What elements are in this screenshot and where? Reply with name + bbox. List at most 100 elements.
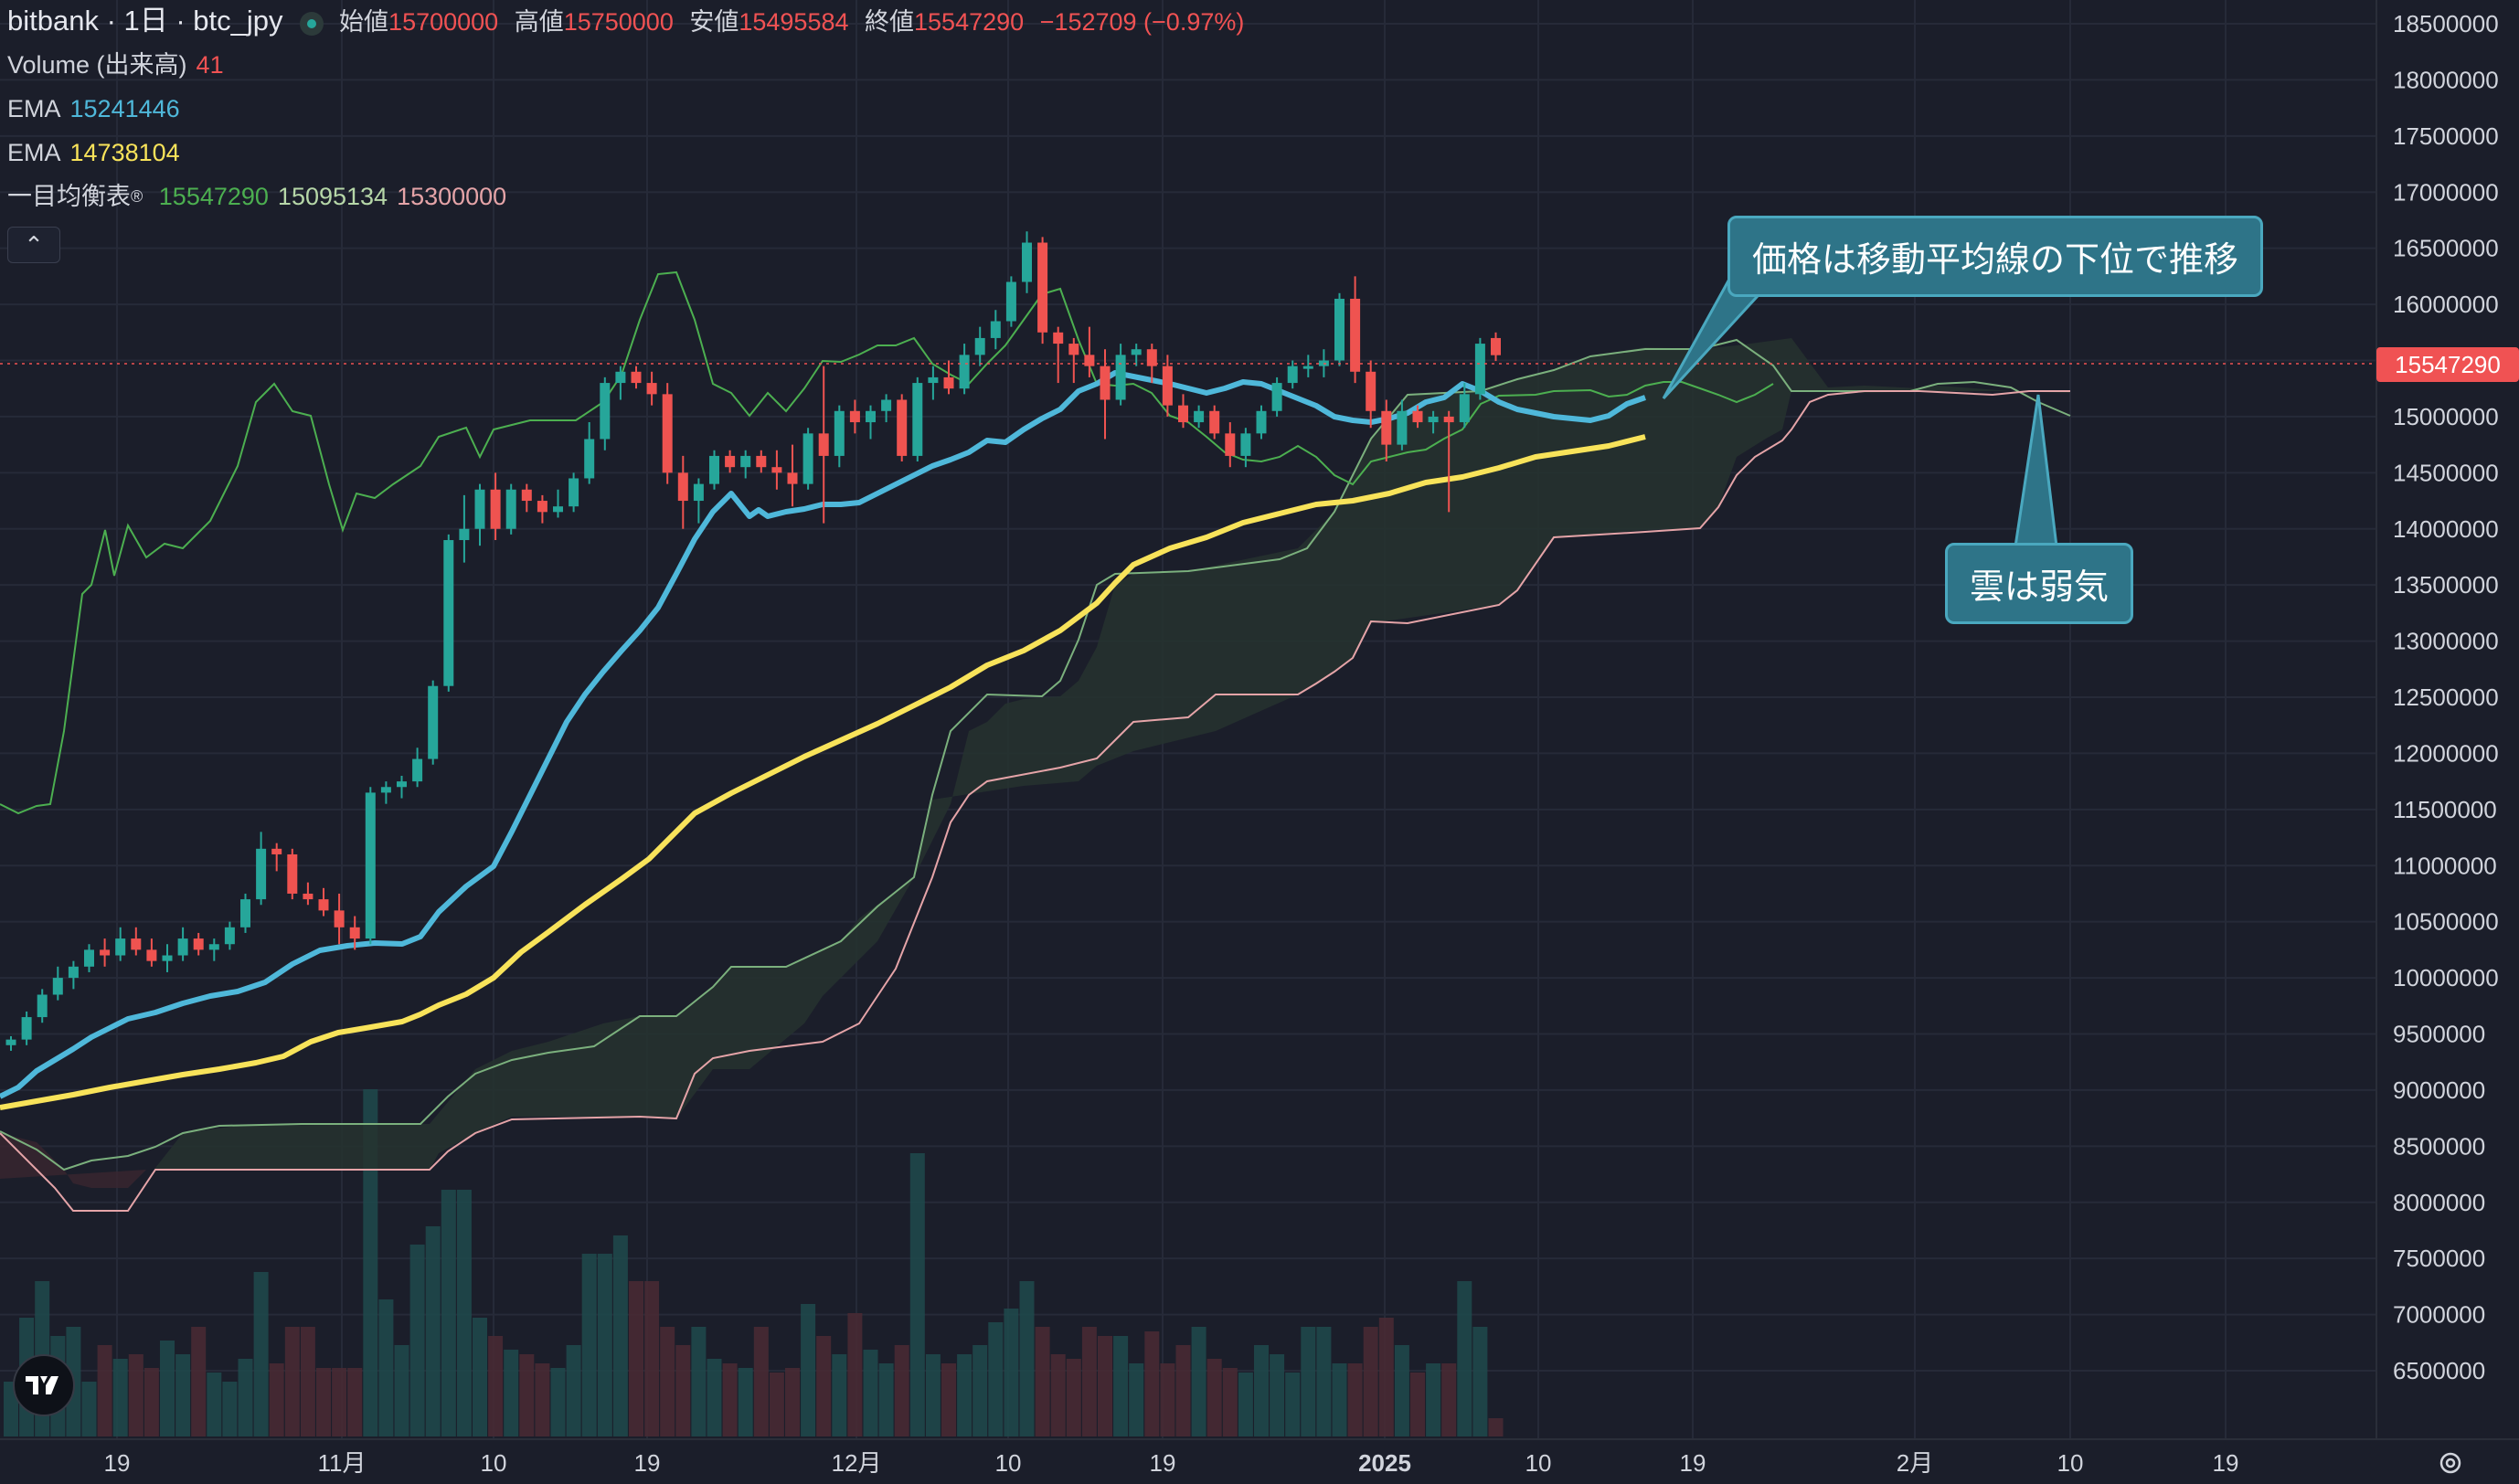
candle[interactable]: [1131, 349, 1142, 355]
symbol-name[interactable]: bitbank · 1日 · btc_jpy: [7, 5, 283, 37]
candle[interactable]: [1350, 298, 1361, 372]
candle[interactable]: [1100, 366, 1111, 400]
candle[interactable]: [1115, 355, 1126, 400]
candle[interactable]: [100, 949, 111, 956]
tradingview-logo-icon[interactable]: [13, 1354, 75, 1416]
candle[interactable]: [1256, 410, 1267, 434]
candle[interactable]: [84, 949, 94, 967]
candle[interactable]: [1225, 433, 1236, 456]
candle[interactable]: [505, 489, 516, 529]
candle[interactable]: [881, 399, 892, 411]
candle[interactable]: [37, 994, 48, 1018]
candle[interactable]: [115, 938, 126, 956]
candle[interactable]: [21, 1017, 32, 1040]
candle[interactable]: [459, 528, 470, 541]
candle[interactable]: [428, 685, 439, 759]
collapse-legend-button[interactable]: ⌃: [7, 227, 60, 263]
candle[interactable]: [1381, 410, 1392, 445]
candle[interactable]: [990, 321, 1001, 338]
candle[interactable]: [131, 938, 142, 950]
annotation-callout-cloud[interactable]: 雲は弱気: [1945, 543, 2134, 624]
candle[interactable]: [1162, 366, 1173, 406]
candle[interactable]: [1084, 355, 1095, 366]
candle[interactable]: [1053, 332, 1064, 344]
candle[interactable]: [1474, 344, 1485, 395]
candle[interactable]: [709, 455, 719, 484]
candle[interactable]: [959, 355, 970, 389]
candle[interactable]: [1302, 366, 1313, 369]
candle[interactable]: [380, 787, 391, 793]
candle[interactable]: [1397, 410, 1408, 445]
annotation-callout-price[interactable]: 価格は移動平均線の下位で推移: [1727, 216, 2264, 297]
candle[interactable]: [1412, 410, 1423, 423]
candle[interactable]: [693, 483, 704, 502]
candle[interactable]: [412, 758, 423, 782]
candle[interactable]: [834, 410, 845, 456]
candle[interactable]: [1459, 394, 1470, 423]
candle[interactable]: [224, 927, 235, 945]
candle[interactable]: [897, 399, 908, 456]
volume-legend[interactable]: Volume (出来高) 41: [7, 49, 233, 80]
candle[interactable]: [912, 383, 923, 456]
candle[interactable]: [553, 506, 563, 513]
candle[interactable]: [1005, 281, 1016, 322]
candle[interactable]: [52, 978, 63, 995]
candle[interactable]: [631, 371, 642, 384]
candle[interactable]: [1178, 405, 1188, 423]
candle[interactable]: [256, 848, 267, 900]
candle[interactable]: [146, 949, 157, 961]
candle[interactable]: [943, 376, 954, 389]
candle[interactable]: [1491, 337, 1501, 355]
candle[interactable]: [303, 893, 314, 900]
candle[interactable]: [756, 455, 767, 468]
candle[interactable]: [162, 955, 173, 961]
candle[interactable]: [474, 489, 485, 529]
candle[interactable]: [1037, 242, 1048, 333]
ema-slow-legend[interactable]: EMA 14738104: [7, 137, 189, 168]
candle[interactable]: [1068, 344, 1079, 355]
candle[interactable]: [271, 848, 282, 854]
settings-gear-icon[interactable]: [2437, 1449, 2464, 1477]
candle[interactable]: [866, 410, 876, 423]
candle[interactable]: [1271, 383, 1282, 411]
candle[interactable]: [725, 455, 736, 468]
candle[interactable]: [677, 472, 688, 502]
ema-fast-legend[interactable]: EMA 15241446: [7, 93, 189, 124]
candle[interactable]: [1240, 433, 1251, 456]
candle[interactable]: [1334, 298, 1345, 361]
candle[interactable]: [818, 433, 829, 456]
candle[interactable]: [802, 433, 813, 484]
candle[interactable]: [521, 489, 532, 502]
candle[interactable]: [1443, 416, 1454, 423]
candle[interactable]: [1022, 242, 1032, 282]
candle[interactable]: [740, 455, 751, 468]
candle[interactable]: [68, 966, 79, 979]
candle[interactable]: [849, 410, 860, 423]
candle[interactable]: [600, 383, 611, 440]
ichimoku-legend[interactable]: 一目均衡表® 15547290 15095134 15300000: [7, 181, 515, 212]
candle[interactable]: [287, 853, 298, 894]
candle[interactable]: [646, 383, 657, 395]
candle[interactable]: [1366, 371, 1376, 411]
candle[interactable]: [5, 1039, 16, 1045]
candle[interactable]: [334, 910, 345, 928]
candle[interactable]: [584, 439, 595, 479]
candle[interactable]: [974, 337, 985, 355]
candle[interactable]: [569, 478, 579, 507]
candle[interactable]: [1209, 410, 1220, 434]
candle[interactable]: [349, 927, 360, 939]
candle[interactable]: [1287, 366, 1298, 384]
candle[interactable]: [1194, 410, 1205, 423]
candle[interactable]: [662, 394, 673, 473]
candle[interactable]: [208, 944, 219, 950]
candle[interactable]: [365, 792, 376, 939]
candle[interactable]: [928, 376, 939, 384]
candle[interactable]: [490, 489, 501, 529]
candle[interactable]: [193, 938, 204, 950]
candle[interactable]: [177, 938, 188, 956]
candle[interactable]: [397, 781, 407, 788]
candle[interactable]: [615, 371, 626, 384]
candle[interactable]: [318, 899, 329, 911]
candle[interactable]: [771, 467, 782, 473]
